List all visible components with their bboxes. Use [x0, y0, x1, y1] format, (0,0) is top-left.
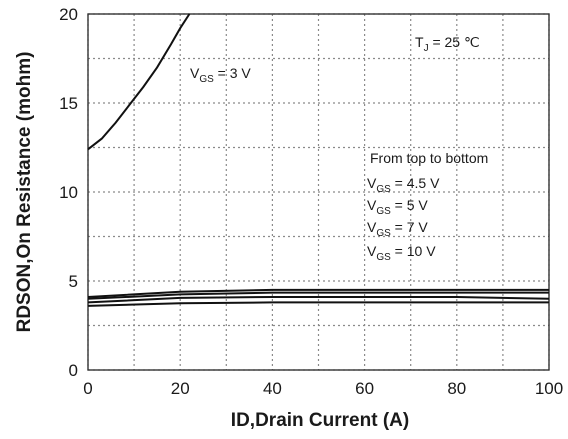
y-tick-label: 5: [69, 272, 78, 291]
x-axis-title: ID,Drain Current (A): [231, 410, 409, 431]
y-tick-label: 20: [59, 5, 78, 24]
series-line-3: [87, 291, 549, 300]
temperature-annotation: TJ = 25 ℃: [415, 34, 480, 54]
series-line-2: [87, 288, 549, 298]
plot-frame: [87, 13, 550, 371]
x-tick-label: 40: [263, 379, 282, 398]
series-label-vgs-10: VGS = 10 V: [367, 243, 436, 263]
y-tick-label: 15: [59, 94, 78, 113]
series-line-4: [87, 296, 550, 304]
y-tick-label: 10: [59, 183, 78, 202]
tick-labels: 0 20 40 60 80 100 0 5 10 15 20: [59, 5, 563, 398]
series-label-vgs-7: VGS = 7 V: [367, 219, 428, 239]
order-note: From top to bottom: [370, 150, 488, 166]
x-tick-label: 80: [447, 379, 466, 398]
y-tick-label: 0: [69, 361, 78, 380]
x-tick-label: 0: [83, 379, 92, 398]
x-tick-label: 60: [355, 379, 374, 398]
series-label-vgs-5: VGS = 5 V: [367, 197, 428, 217]
series-line-5: [87, 301, 549, 307]
series-line-1: [87, 13, 191, 151]
x-tick-label: 20: [171, 379, 190, 398]
grid: [87, 13, 550, 371]
y-axis-title: RDSON,On Resistance (mohm): [14, 52, 35, 333]
series-label-vgs-4-5: VGS = 4.5 V: [367, 175, 440, 195]
series-label-vgs-3: VGS = 3 V: [190, 65, 251, 85]
x-tick-label: 100: [535, 379, 563, 398]
series-group: [87, 13, 550, 307]
